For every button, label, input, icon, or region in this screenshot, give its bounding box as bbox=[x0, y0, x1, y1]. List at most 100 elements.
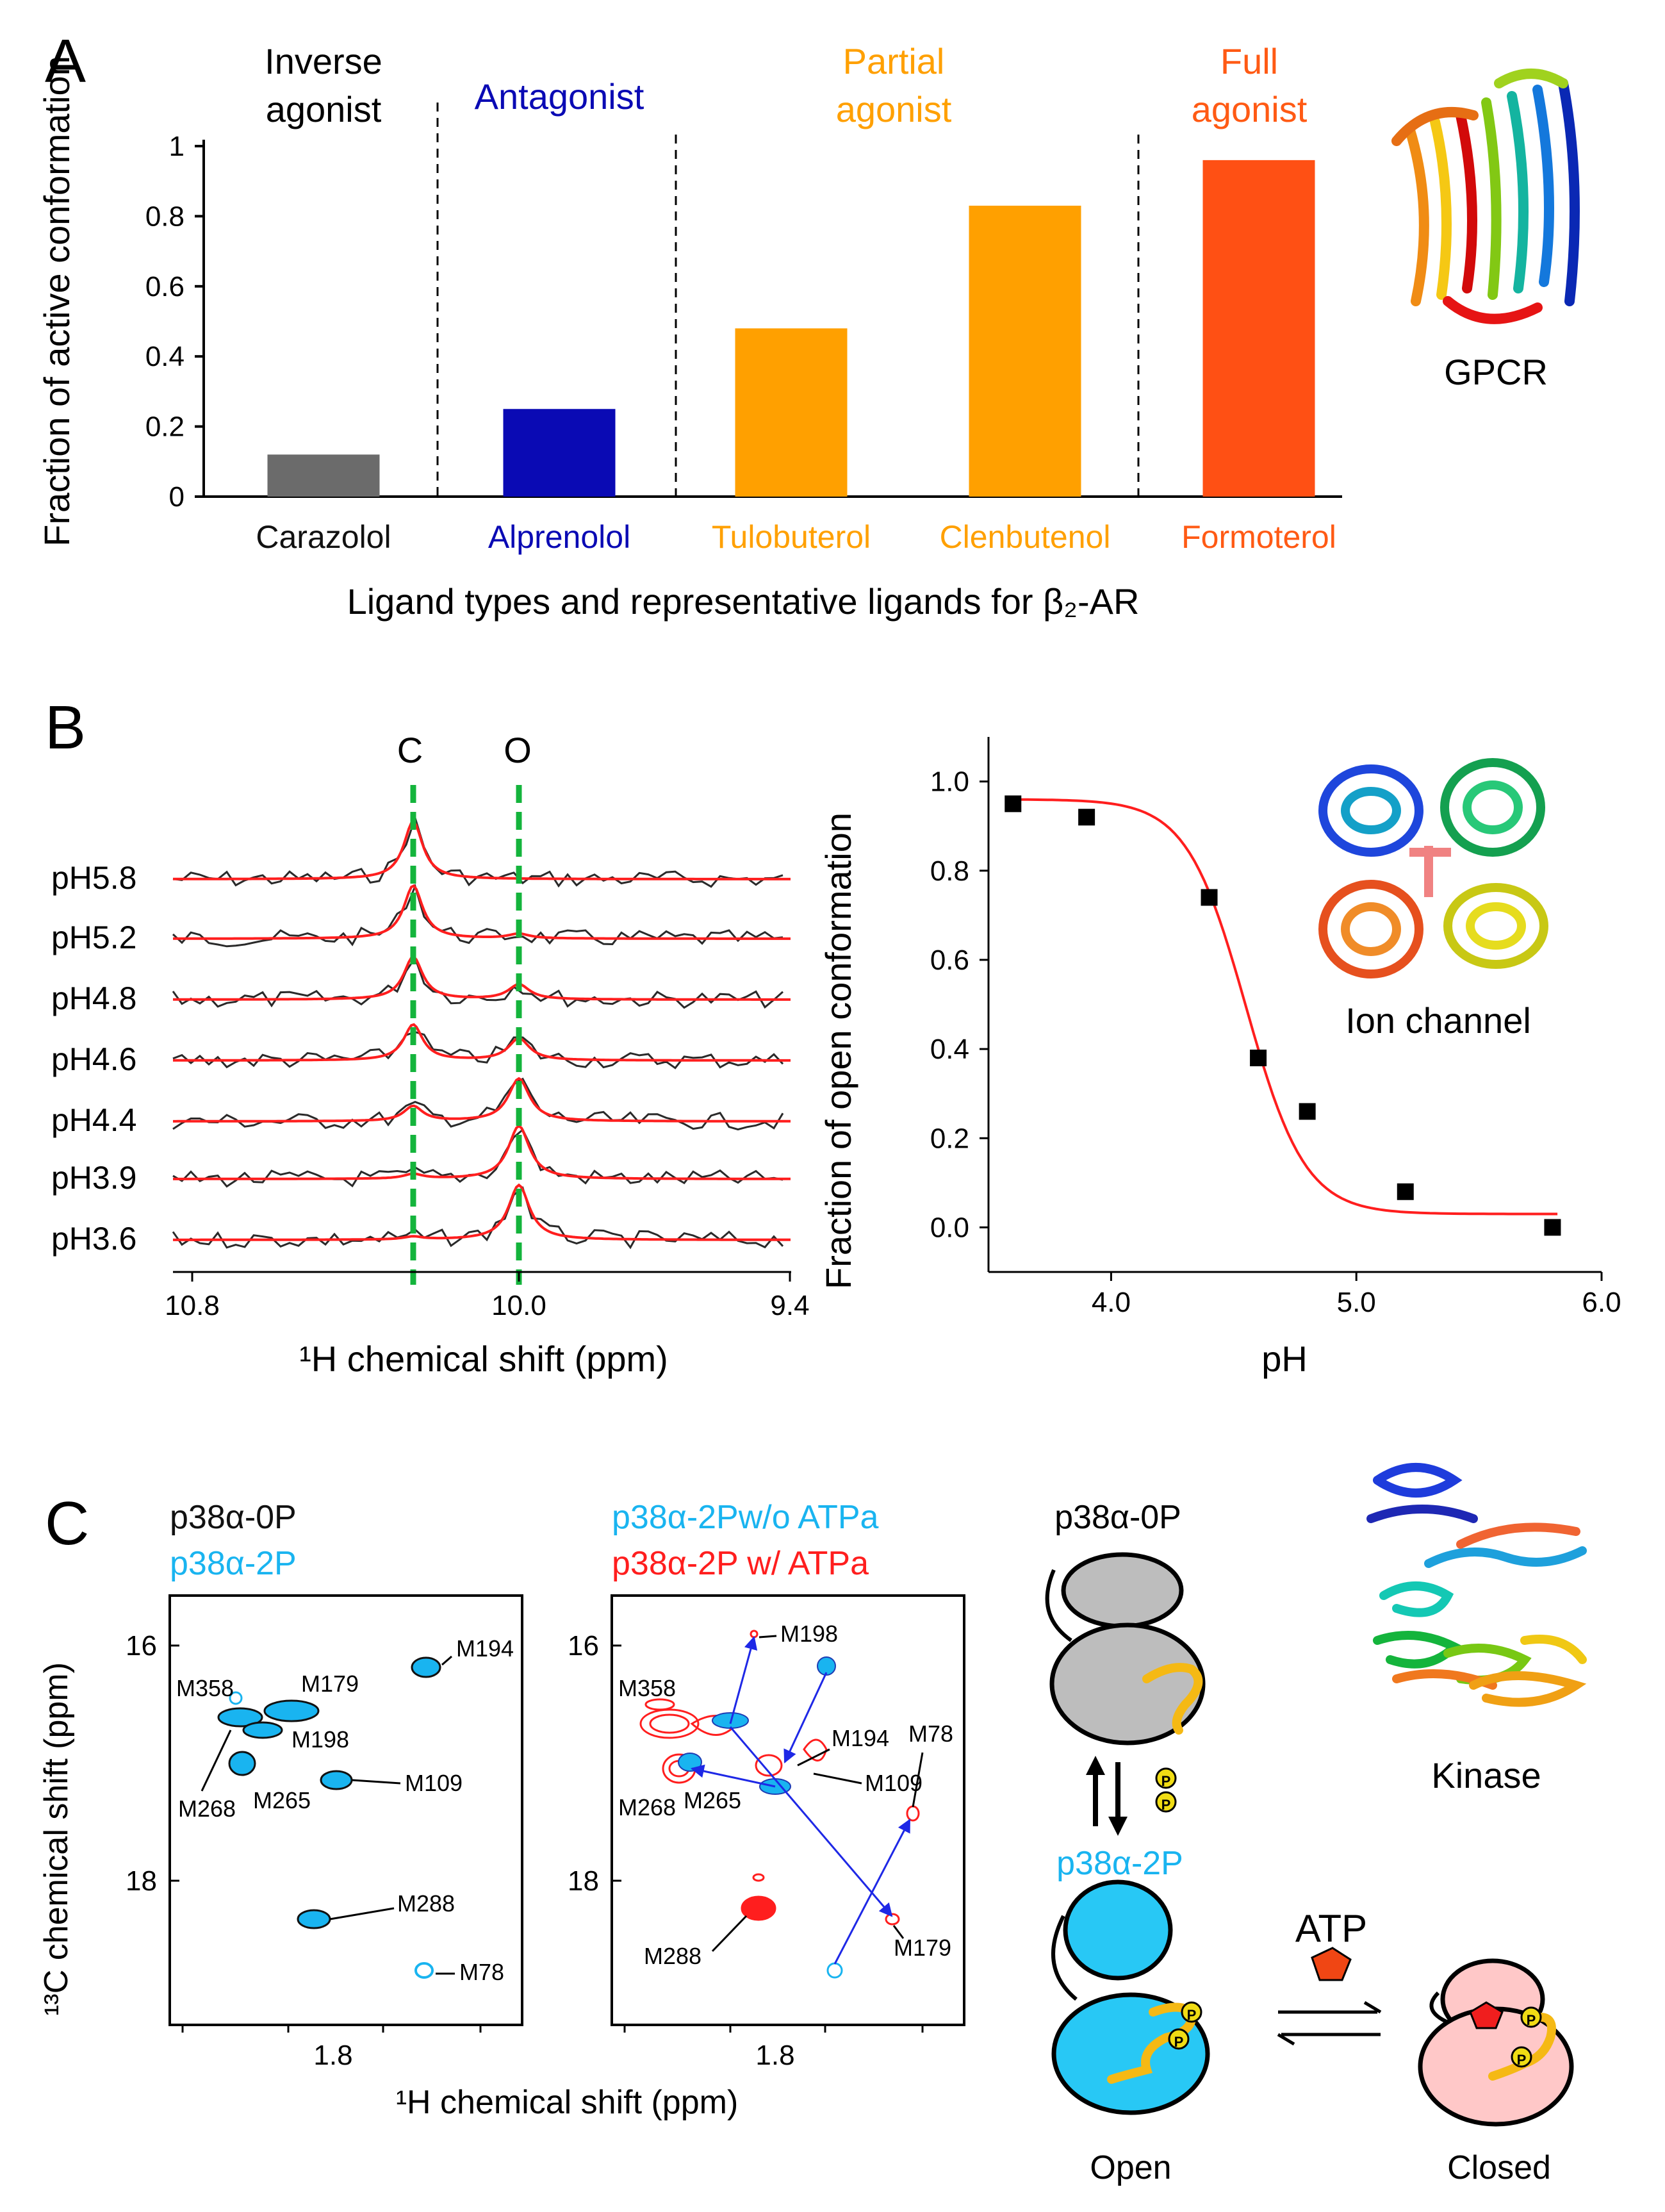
peak-M268: M268 bbox=[178, 1729, 256, 1822]
peak-M198: M198 bbox=[242, 1721, 349, 1753]
ph-y-tick-label: 0.6 bbox=[930, 945, 969, 976]
svg-text:M268: M268 bbox=[178, 1795, 236, 1822]
ph-data-point bbox=[1201, 889, 1218, 906]
spectrum-fit bbox=[173, 1183, 791, 1241]
kinase-0p-c-lobe bbox=[1049, 1622, 1206, 1746]
bar-y-tick-label: 0.2 bbox=[145, 411, 185, 443]
hsqc-right: 16 18 1.8 bbox=[568, 1594, 965, 2071]
category-inverse-agonist-line2: agonist bbox=[266, 89, 382, 129]
spectrum-fit bbox=[173, 1077, 791, 1123]
category-full-agonist-line1: Full bbox=[1220, 41, 1278, 81]
spectrum-fit bbox=[173, 820, 791, 880]
peak-M268: M268 bbox=[618, 1794, 676, 1820]
y-tick-18: 18 bbox=[568, 1865, 599, 1897]
svg-text:P: P bbox=[1187, 2007, 1197, 2023]
category-antagonist: Antagonist bbox=[475, 76, 644, 117]
bar-alprenolol bbox=[503, 409, 616, 497]
bar-label-carazolol: Carazolol bbox=[256, 519, 391, 555]
bar-y-tick-label: 0.4 bbox=[145, 341, 185, 372]
leader-line bbox=[892, 1925, 905, 1939]
y-tick-16: 16 bbox=[568, 1630, 599, 1662]
spectra-xlabel: ¹H chemical shift (ppm) bbox=[299, 1339, 668, 1379]
gpcr-structure-image bbox=[1391, 69, 1580, 324]
kinase-label: Kinase bbox=[1431, 1755, 1541, 1795]
peak-M109: M109 bbox=[320, 1770, 463, 1796]
leader-line bbox=[797, 1748, 830, 1767]
nmr-spectra: pH5.8 pH5.2 pH4.8 pH4.6 pH4.4 pH3.9 pH3.6 bbox=[51, 814, 791, 1257]
bar-label-alprenolol: Alprenolol bbox=[488, 519, 630, 555]
peak-M265: M265 bbox=[684, 1787, 741, 1813]
spectra-tick-label: 10.8 bbox=[165, 1290, 220, 1321]
spectrum-label-ph5-8: pH5.8 bbox=[51, 860, 136, 896]
peak-M78: M78 bbox=[908, 1721, 953, 1747]
phospho-group bbox=[1155, 1767, 1177, 1789]
bar-tulobuterol bbox=[735, 328, 848, 497]
legend-p38-2p: p38α-2P bbox=[170, 1545, 297, 1582]
hsqc-right-frame bbox=[611, 1594, 965, 2026]
bar-y-tick-label: 0.8 bbox=[145, 201, 185, 232]
bound-atp-icon bbox=[1469, 2001, 1504, 2029]
phospho-group bbox=[1511, 2046, 1532, 2068]
activation-loop bbox=[1142, 1663, 1203, 1735]
open-state-label: O bbox=[504, 730, 532, 770]
svg-text:M265: M265 bbox=[253, 1787, 311, 1813]
phospho-group bbox=[1155, 1791, 1177, 1813]
bar-y-tick-label: 0.6 bbox=[145, 271, 185, 302]
svg-text:P: P bbox=[1174, 2034, 1184, 2050]
panel-b: B C O pH5.8 pH5.2 pH4.8 pH4.6 pH4.4 pH3.9 pH3.… bbox=[45, 693, 1621, 1379]
peak-M198: M198 bbox=[780, 1621, 838, 1647]
ph-y-tick-label: 0.8 bbox=[930, 855, 969, 887]
legend-with-atp: p38α-2P w/ ATPa bbox=[612, 1545, 869, 1582]
y-tick-18: 18 bbox=[126, 1865, 157, 1897]
bar-chart: 0 0.2 0.4 0.6 0.8 1 Carazolol Alprenolol Tulobut… bbox=[145, 131, 1342, 555]
svg-text:M179: M179 bbox=[301, 1671, 359, 1697]
panel-a: A Inverse agonist Antagonist Partial ago… bbox=[37, 27, 1580, 622]
category-headers: Inverse agonist Antagonist Partial agoni… bbox=[265, 41, 1308, 129]
closed-label: Closed bbox=[1447, 2149, 1551, 2186]
spectrum-fit bbox=[173, 1023, 791, 1062]
atp-label: ATP bbox=[1295, 1907, 1367, 1950]
svg-text:M288: M288 bbox=[397, 1890, 455, 1917]
activation-loop bbox=[1488, 2013, 1556, 2081]
panel-c-label: C bbox=[45, 1489, 89, 1558]
svg-text:M198: M198 bbox=[291, 1726, 349, 1753]
scheme-bottom-label: p38α-2P bbox=[1056, 1845, 1183, 1882]
legend-without-atp: p38α-2Pw/o ATPa bbox=[612, 1499, 879, 1536]
bar-y-tick-label: 1 bbox=[169, 131, 185, 162]
ph-data-point bbox=[1397, 1183, 1414, 1200]
ph-y-tick-label: 1.0 bbox=[930, 766, 969, 798]
svg-text:P: P bbox=[1161, 1797, 1171, 1813]
leader-line bbox=[711, 1915, 748, 1952]
spectrum-trace bbox=[172, 1031, 784, 1069]
ph-y-tick-label: 0.2 bbox=[930, 1123, 969, 1154]
shift-arrows bbox=[690, 1635, 911, 1965]
peak-M179: M179 bbox=[894, 1935, 951, 1961]
leader-line bbox=[912, 1752, 924, 1808]
x-tick-1-8: 1.8 bbox=[313, 2040, 352, 2071]
kinase-0p-n-lobe bbox=[1061, 1552, 1184, 1629]
phospho-group bbox=[1520, 2006, 1542, 2028]
bar-y-tick-label: 0 bbox=[169, 481, 185, 513]
svg-text:M358: M358 bbox=[176, 1675, 234, 1701]
kinase-2p-c-lobe bbox=[1051, 1992, 1210, 2115]
bar-ylabel-line1: Fraction of active conformation bbox=[37, 56, 77, 547]
ph-data-point bbox=[1078, 809, 1095, 826]
bar-formoterol bbox=[1202, 160, 1315, 497]
ph-y-tick-label: 0.0 bbox=[930, 1212, 969, 1243]
bar-clenbutenol bbox=[969, 205, 1081, 497]
category-partial-agonist-line1: Partial bbox=[843, 41, 945, 81]
spectrum-fit bbox=[173, 1124, 791, 1180]
ph-data-point bbox=[1250, 1050, 1267, 1066]
bar-label-clenbutenol: Clenbutenol bbox=[940, 519, 1111, 555]
peak-M358: M358 bbox=[176, 1675, 263, 1728]
bar-xlabel: Ligand types and representative ligands … bbox=[347, 581, 1140, 622]
panel-a-label: A bbox=[45, 27, 86, 95]
x-tick-1-8: 1.8 bbox=[755, 2040, 794, 2071]
phospho-group bbox=[1181, 2001, 1202, 2023]
spectrum-fit bbox=[173, 884, 791, 940]
spectrum-label-ph4-8: pH4.8 bbox=[51, 980, 136, 1016]
svg-text:M109: M109 bbox=[405, 1770, 463, 1796]
conformation-scheme: p38α-0P P P p38α-2P P P Open bbox=[1045, 1499, 1574, 2186]
ion-channel-structure-image bbox=[1318, 758, 1548, 978]
gpcr-label: GPCR bbox=[1444, 352, 1548, 392]
